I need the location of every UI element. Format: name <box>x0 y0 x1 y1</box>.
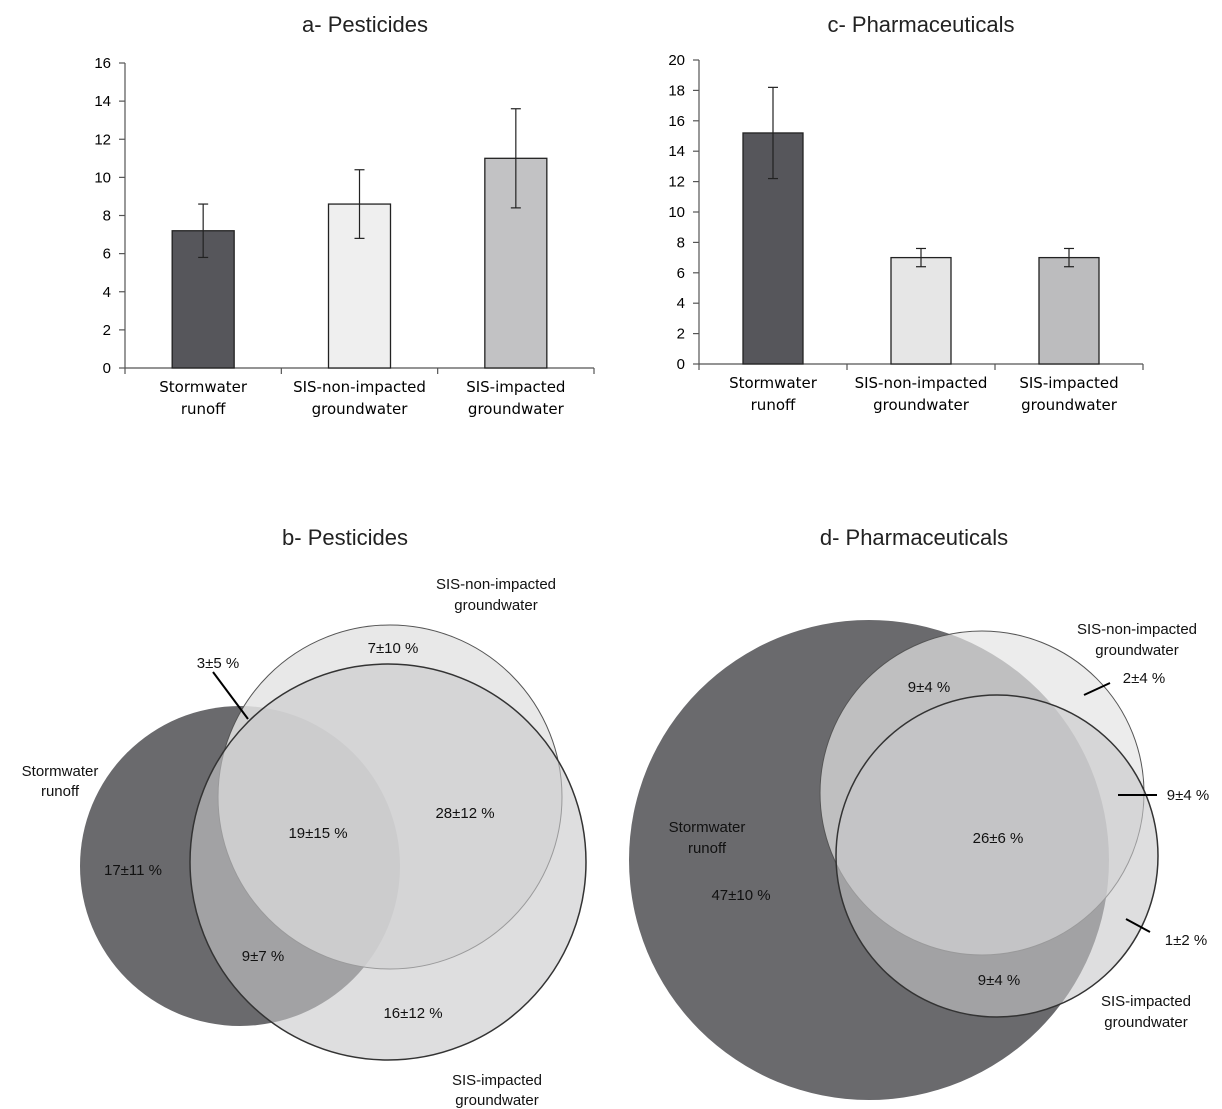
venn-region-label: 9±4 % <box>978 972 1020 989</box>
chart-title: a- Pesticides <box>302 12 428 37</box>
x-category-label: SIS-impacted <box>1019 374 1118 392</box>
venn-set-label-line2: runoff <box>41 783 80 800</box>
y-tick-label: 16 <box>668 113 685 130</box>
y-tick-label: 10 <box>668 204 685 221</box>
y-tick-label: 8 <box>103 208 111 225</box>
y-tick-label: 14 <box>668 143 685 160</box>
venn-diagram-pharmaceuticals: d- Pharmaceuticals Stormwater runoff SIS… <box>629 525 1209 1100</box>
venn-region-label: 28±12 % <box>435 805 494 822</box>
venn-set-label-line1: SIS-non-impacted <box>1077 621 1197 638</box>
venn-set-label-line1: Stormwater <box>22 763 99 780</box>
venn-region-label: 9±4 % <box>1167 787 1209 804</box>
venn-set-sis-impacted <box>189 663 587 1061</box>
venn-region-label: 19±15 % <box>288 825 347 842</box>
bar-chart-pharmaceuticals: c- Pharmaceuticals 0 2 4 6 8 10 12 14 16 18 20 Stor… <box>668 12 1144 414</box>
bar-chart-pesticides: a- Pesticides 0 2 4 6 8 10 12 14 16 Stormwater run… <box>94 12 595 418</box>
x-category-label: Stormwater <box>729 374 818 392</box>
x-category-label: runoff <box>181 400 226 418</box>
venn-set-label-line1: SIS-impacted <box>452 1072 542 1089</box>
venn-set-label-line1: SIS-non-impacted <box>436 576 556 593</box>
venn-leader-line <box>1125 918 1151 933</box>
venn-set-label-line2: groundwater <box>1104 1014 1187 1031</box>
bar <box>890 256 952 365</box>
venn-set-label-line2: groundwater <box>455 1092 538 1109</box>
venn-region-label: 3±5 % <box>197 655 239 672</box>
x-category-label: groundwater <box>468 400 565 418</box>
venn-set-sis-impacted <box>835 694 1159 1018</box>
y-tick-label: 2 <box>677 326 685 343</box>
venn-region-label: 26±6 % <box>973 830 1024 847</box>
y-tick-label: 12 <box>94 131 111 148</box>
x-category-label: SIS-non-impacted <box>293 378 426 396</box>
venn-region-label: 9±7 % <box>242 948 284 965</box>
venn-diagram-pesticides: b- Pesticides Stormwater runoff SIS-non-… <box>22 525 587 1109</box>
bar <box>1038 256 1100 365</box>
venn-region-label: 1±2 % <box>1165 932 1207 949</box>
venn-set-label-line2: runoff <box>688 840 727 857</box>
y-tick-label: 6 <box>677 265 685 282</box>
venn-region-label: 17±11 % <box>104 862 162 879</box>
venn-region-label: 9±4 % <box>908 679 950 696</box>
y-tick-label: 8 <box>677 234 685 251</box>
venn-region-label: 47±10 % <box>711 887 770 904</box>
x-category-label: runoff <box>751 396 796 414</box>
y-tick-label: 0 <box>677 356 685 373</box>
x-category-label: groundwater <box>873 396 970 414</box>
y-tick-label: 18 <box>668 82 685 99</box>
y-tick-label: 10 <box>94 169 111 186</box>
y-tick-label: 0 <box>103 360 111 377</box>
y-tick-label: 4 <box>103 284 111 301</box>
chart-title: c- Pharmaceuticals <box>827 12 1014 37</box>
venn-set-label-line2: groundwater <box>1095 642 1178 659</box>
y-tick-label: 20 <box>668 52 685 69</box>
y-tick-label: 6 <box>103 246 111 263</box>
venn-set-label-line2: groundwater <box>454 597 537 614</box>
x-category-label: SIS-impacted <box>466 378 565 396</box>
y-tick-label: 2 <box>103 322 111 339</box>
x-category-label: Stormwater <box>159 378 248 396</box>
venn-leader-line <box>212 671 249 720</box>
venn-region-label: 7±10 % <box>368 640 419 657</box>
y-tick-label: 14 <box>94 93 111 110</box>
y-tick-label: 12 <box>668 174 685 191</box>
x-category-label: groundwater <box>312 400 409 418</box>
venn-region-label: 16±12 % <box>383 1005 442 1022</box>
venn-leader-line <box>1083 682 1111 696</box>
venn-region-label: 2±4 % <box>1123 670 1165 687</box>
chart-title: d- Pharmaceuticals <box>820 525 1008 550</box>
y-tick-label: 4 <box>677 295 685 312</box>
venn-set-label-line1: Stormwater <box>669 819 746 836</box>
chart-title: b- Pesticides <box>282 525 408 550</box>
x-category-label: groundwater <box>1021 396 1118 414</box>
x-category-label: SIS-non-impacted <box>855 374 988 392</box>
y-tick-label: 16 <box>94 55 111 72</box>
venn-set-label-line1: SIS-impacted <box>1101 993 1191 1010</box>
